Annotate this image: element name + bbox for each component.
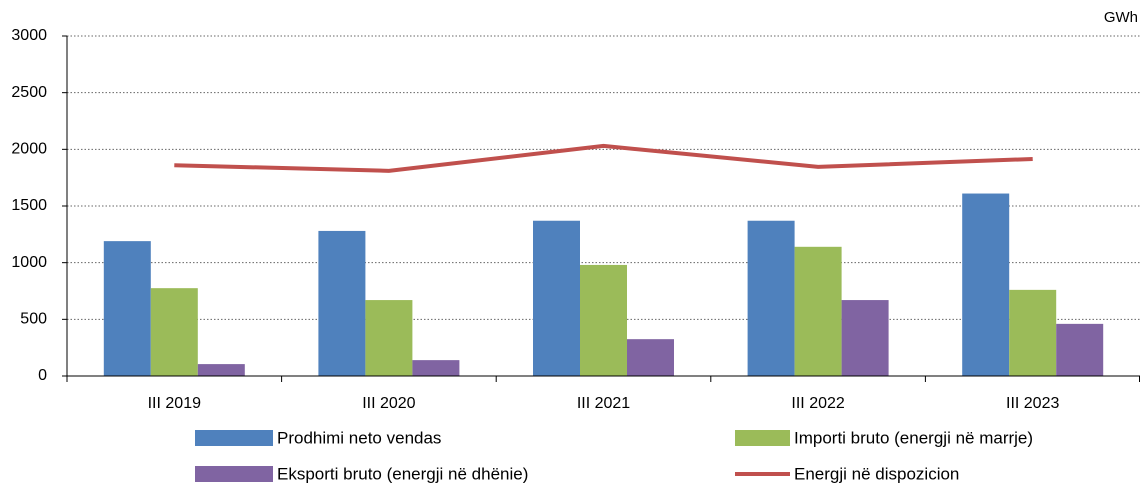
bar <box>962 193 1010 376</box>
bar <box>627 339 674 376</box>
x-tick-label: III 2021 <box>577 395 630 412</box>
bar <box>1009 289 1057 376</box>
legend-swatch <box>195 430 273 446</box>
bar <box>197 364 245 376</box>
y-tick-label: 500 <box>20 311 47 328</box>
y-tick-label: 1500 <box>11 197 47 214</box>
y-tick-label: 2500 <box>11 84 47 101</box>
bar <box>318 230 366 376</box>
x-tick-label: III 2023 <box>1006 395 1059 412</box>
bar <box>103 241 151 376</box>
legend-swatch <box>195 466 273 482</box>
bar <box>841 300 889 376</box>
legend-label: Energji në dispozicion <box>794 464 959 483</box>
unit-label: GWh <box>1104 9 1138 26</box>
y-tick-label: 1000 <box>11 254 47 271</box>
bar <box>533 220 580 376</box>
bar <box>365 300 413 376</box>
legend-label: Importi bruto (energji në marrje) <box>794 428 1033 447</box>
bar <box>580 264 627 376</box>
x-tick-label: III 2022 <box>791 395 844 412</box>
x-tick-label: III 2020 <box>362 395 415 412</box>
y-tick-label: 0 <box>38 367 47 384</box>
bar <box>412 360 460 376</box>
legend-swatch <box>735 430 790 446</box>
y-tick-label: 2000 <box>11 141 47 158</box>
line <box>174 143 1033 173</box>
bar <box>150 288 198 376</box>
bar <box>1056 323 1104 376</box>
x-tick-label: III 2019 <box>148 395 201 412</box>
y-tick-label: 3000 <box>11 27 47 44</box>
legend-label: Eksporti bruto (energji në dhënie) <box>277 464 528 483</box>
bar <box>794 246 842 376</box>
legend-label: Prodhimi neto vendas <box>277 428 441 447</box>
bar <box>747 220 795 376</box>
